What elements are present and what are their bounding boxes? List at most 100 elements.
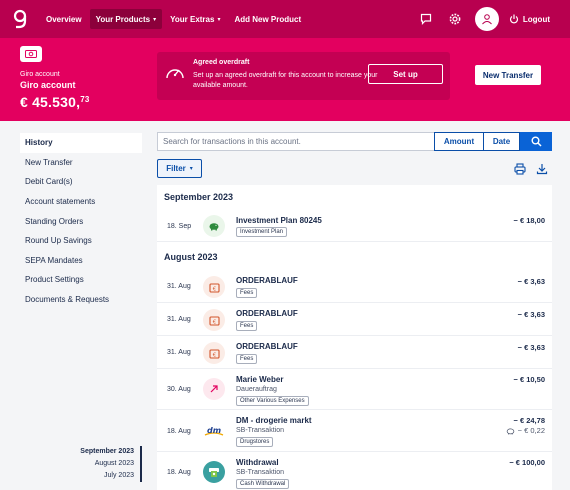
download-icon[interactable] <box>535 162 549 176</box>
sidebar-item-standing-orders[interactable]: Standing Orders <box>25 216 84 226</box>
overdraft-text: Set up an agreed overdraft for this acco… <box>193 72 378 89</box>
transaction-row[interactable]: 30. Aug Marie Weber Dauerauftrag Other V… <box>157 369 552 410</box>
transaction-date: 30. Aug <box>167 386 191 393</box>
sort-amount-button[interactable]: Amount <box>434 132 484 151</box>
chevron-down-icon: ▾ <box>217 16 221 23</box>
transaction-amount: − € 3,63 <box>517 343 545 352</box>
chevron-down-icon: ▾ <box>189 166 193 172</box>
sidebar-item-product-settings[interactable]: Product Settings <box>25 275 84 285</box>
nav-your-products[interactable]: Your Products ▾ <box>89 9 163 29</box>
power-icon <box>509 14 518 24</box>
search-bar: Amount Date <box>157 132 552 151</box>
account-balance: € 45.530,73 <box>20 94 90 110</box>
month-heading: September 2023 <box>164 192 234 202</box>
transaction-row[interactable]: 31. Aug € ORDERABLAUF Fees − € 3,63 <box>157 336 552 369</box>
logout-button[interactable]: Logout <box>509 14 550 24</box>
sidebar-item-account-statements[interactable]: Account statements <box>25 197 96 207</box>
category-tag: Fees <box>236 321 258 331</box>
transaction-date: 18. Aug <box>167 469 191 476</box>
transaction-amount: − € 18,00 <box>513 216 546 225</box>
search-input[interactable] <box>157 132 434 151</box>
svg-text:€: € <box>212 352 216 358</box>
svg-text:dm: dm <box>207 426 221 435</box>
month-heading: August 2023 <box>164 252 218 262</box>
sidebar-item-new-transfer[interactable]: New Transfer <box>25 157 73 167</box>
transaction-title: Marie Weber <box>236 375 284 384</box>
piggy-bank-icon <box>506 428 514 434</box>
month-navigator: September 2023 August 2023 July 2023 <box>80 446 142 482</box>
round-up-amount: − € 0,22 <box>506 426 545 435</box>
new-transfer-button[interactable]: New Transfer <box>475 65 541 85</box>
month-link-september[interactable]: September 2023 <box>80 446 142 458</box>
speedometer-icon <box>165 64 185 87</box>
svg-text:€: € <box>212 286 216 292</box>
transaction-title: Withdrawal <box>236 458 279 467</box>
transaction-row[interactable]: 18. Aug dm DM - drogerie markt SB-Transa… <box>157 410 552 452</box>
fee-icon: € <box>203 309 225 331</box>
cash-withdrawal-icon <box>203 461 225 483</box>
nav-your-extras[interactable]: Your Extras ▾ <box>170 14 221 24</box>
piggy-bank-icon <box>203 215 225 237</box>
chevron-down-icon: ▾ <box>153 16 157 23</box>
sidebar: History New Transfer Debit Card(s) Accou… <box>20 133 142 309</box>
transaction-date: 18. Aug <box>167 428 191 435</box>
transaction-title: ORDERABLAUF <box>236 309 298 318</box>
transaction-amount: − € 3,63 <box>517 277 545 286</box>
transaction-date: 18. Sep <box>167 223 192 230</box>
month-link-august[interactable]: August 2023 <box>80 458 142 470</box>
account-type: Giro account <box>20 71 60 78</box>
transaction-title: ORDERABLAUF <box>236 276 298 285</box>
account-header: Giro account Giro account € 45.530,73 Ag… <box>0 38 570 121</box>
bank-logo[interactable] <box>0 0 40 38</box>
transaction-subtitle: SB-Transaktion <box>236 427 284 434</box>
nav-add-new-product[interactable]: Add New Product <box>234 14 302 24</box>
avatar[interactable] <box>474 7 499 31</box>
transaction-amount: − € 10,50 <box>513 375 546 384</box>
outgoing-arrow-icon <box>203 378 225 400</box>
transaction-amount: − € 100,00 <box>509 458 545 467</box>
overdraft-title: Agreed overdraft <box>193 59 250 66</box>
sidebar-item-debit-cards[interactable]: Debit Card(s) <box>25 177 73 187</box>
transaction-row[interactable]: 18. Sep Investment Plan 80245 Investment… <box>157 210 552 242</box>
transaction-subtitle: Dauerauftrag <box>236 386 277 393</box>
sidebar-item-sepa-mandates[interactable]: SEPA Mandates <box>25 255 83 265</box>
print-icon[interactable] <box>513 162 527 176</box>
gear-icon[interactable] <box>443 7 467 31</box>
setup-overdraft-button[interactable]: Set up <box>368 64 443 84</box>
transaction-list: September 2023 18. Sep Investment Plan 8… <box>157 185 552 490</box>
fee-icon: € <box>203 342 225 364</box>
transaction-subtitle: SB-Transaktion <box>236 469 284 476</box>
transaction-row[interactable]: 31. Aug € ORDERABLAUF Fees − € 3,63 <box>157 303 552 336</box>
month-link-july[interactable]: July 2023 <box>80 470 142 482</box>
category-tag: Investment Plan <box>236 227 288 237</box>
transaction-row[interactable]: 18. Aug Withdrawal SB-Transaktion Cash W… <box>157 452 552 490</box>
top-nav: Overview Your Products ▾ Your Extras ▾ Add… <box>0 0 570 38</box>
filter-button[interactable]: Filter ▾ <box>157 159 202 178</box>
transaction-title: ORDERABLAUF <box>236 342 298 351</box>
category-tag: Cash Withdrawal <box>236 479 290 489</box>
transaction-amount: − € 24,78 <box>513 416 546 425</box>
search-button[interactable] <box>520 132 552 151</box>
overdraft-banner: Agreed overdraft Set up an agreed overdr… <box>157 52 450 100</box>
nav-overview[interactable]: Overview <box>46 14 82 24</box>
dm-logo-icon: dm <box>203 420 225 442</box>
sidebar-item-documents-requests[interactable]: Documents & Requests <box>25 295 110 305</box>
sidebar-item-history[interactable]: History <box>20 133 142 153</box>
transaction-row[interactable]: 31. Aug € ORDERABLAUF Fees − € 3,63 <box>157 270 552 303</box>
sidebar-item-round-up-savings[interactable]: Round Up Savings <box>25 236 92 246</box>
fee-icon: € <box>203 276 225 298</box>
transaction-title: DM - drogerie markt <box>236 416 312 425</box>
search-icon <box>531 136 542 147</box>
category-tag: Drugstores <box>236 437 274 447</box>
transaction-amount: − € 3,63 <box>517 310 545 319</box>
account-name: Giro account <box>20 80 76 90</box>
category-tag: Fees <box>236 288 258 298</box>
transaction-date: 31. Aug <box>167 349 191 356</box>
svg-text:€: € <box>212 319 216 325</box>
category-tag: Other Various Expenses <box>236 396 309 406</box>
messages-icon[interactable] <box>414 7 438 31</box>
category-tag: Fees <box>236 354 258 364</box>
transaction-title: Investment Plan 80245 <box>236 216 322 225</box>
transaction-date: 31. Aug <box>167 283 191 290</box>
sort-date-button[interactable]: Date <box>484 132 520 151</box>
